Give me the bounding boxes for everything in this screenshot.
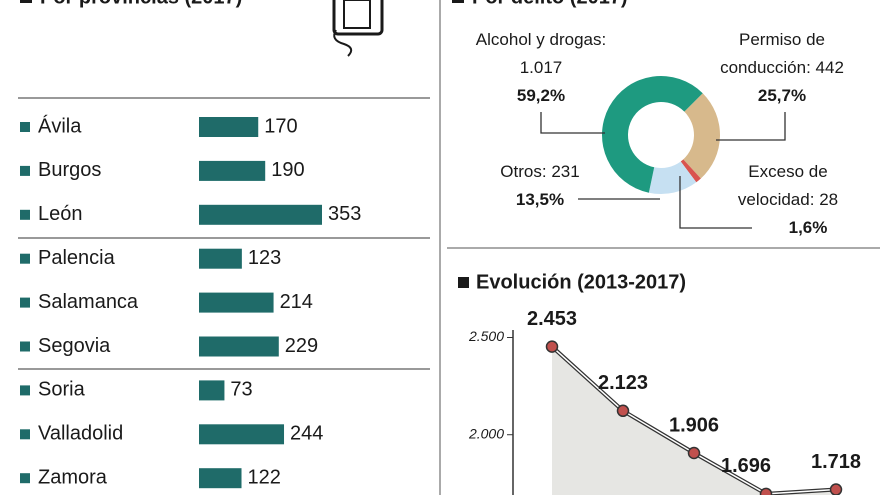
category-label: Ávila [38,114,82,137]
value-label: 353 [328,203,361,225]
value-label: 214 [280,291,313,313]
category-label: Exceso de velocidad: [737,162,828,209]
point [759,487,773,495]
category-label: León [38,203,83,225]
leader-line [540,112,605,134]
legend-square [20,253,30,264]
legend-square [20,429,30,440]
area [552,346,836,495]
value-label: 190 [271,159,304,181]
legend-square [20,341,30,352]
legend-square [20,385,30,396]
donut-label: Exceso de velocidad: 28 1,6% [718,158,858,242]
bar [199,160,266,181]
bullet [458,277,469,288]
share-label: 59,2% [516,86,566,105]
point [545,340,559,353]
value-label: 28 [819,190,839,209]
point [616,404,630,418]
value-label: 73 [230,379,252,401]
bar [199,292,274,313]
value-label: 122 [248,466,281,488]
donut-segment [683,93,720,179]
bar [199,336,279,357]
chart-title: Evolución (2013-2017) [476,271,686,293]
value-label: 123 [248,247,281,269]
donut-label: Permiso de conducción: 442 25,7% [712,26,852,110]
point [829,483,843,495]
category-label: Soria [38,379,86,401]
value-label: 229 [285,335,318,357]
value-label: 1.696 [721,455,771,477]
category-label: Permiso de conducción: [720,30,825,77]
category-label: Burgos [38,159,101,181]
y-tick-label: 2.500 [468,328,504,344]
donut-label: Alcohol y drogas: 1.017 59,2% [456,26,626,110]
y-tick-label: 2.000 [468,425,504,441]
category-label: Zamora [38,466,108,488]
bar [199,117,259,137]
legend-square [20,209,30,220]
donut-segment [648,161,697,194]
value-label: 231 [551,162,580,181]
category-label: Alcohol y drogas: [475,30,607,49]
value-label: 1.906 [669,414,719,436]
leader-line [679,176,752,229]
value-label: 244 [290,423,323,445]
share-label: 1,6% [788,218,828,237]
donut-label: Otros: 231 13,5% [470,158,610,214]
category-label: Valladolid [38,423,123,445]
donut-segment [602,76,703,193]
icon [332,0,384,57]
bullet [452,0,464,3]
legend-square [20,122,30,132]
category-label: Palencia [38,247,116,269]
category-label: Salamanca [38,291,139,313]
legend-square [20,297,30,308]
share-label: 25,7% [757,86,807,105]
value-label: 1.718 [811,451,861,473]
value-label: 2.123 [598,372,648,394]
legend-square [20,165,30,176]
point [687,446,701,460]
category-label: Segovia [38,335,111,357]
bar [199,380,225,401]
bar [199,248,242,269]
chart-title: Por delito (2017) [472,0,628,8]
bar [199,204,322,225]
value-label: 170 [264,115,297,137]
legend-square [20,473,30,484]
chart-title: Por provincias (2017) [40,0,242,8]
value-label: 1.017 [519,58,563,77]
bullet [20,0,32,3]
donut-segment [680,159,701,183]
category-label: Otros: [500,162,547,181]
share-label: 13,5% [515,190,565,209]
value-label: 442 [815,58,844,77]
leader-line [716,112,786,141]
bar [199,424,285,445]
bar [199,468,242,489]
value-label: 2.453 [527,308,577,330]
